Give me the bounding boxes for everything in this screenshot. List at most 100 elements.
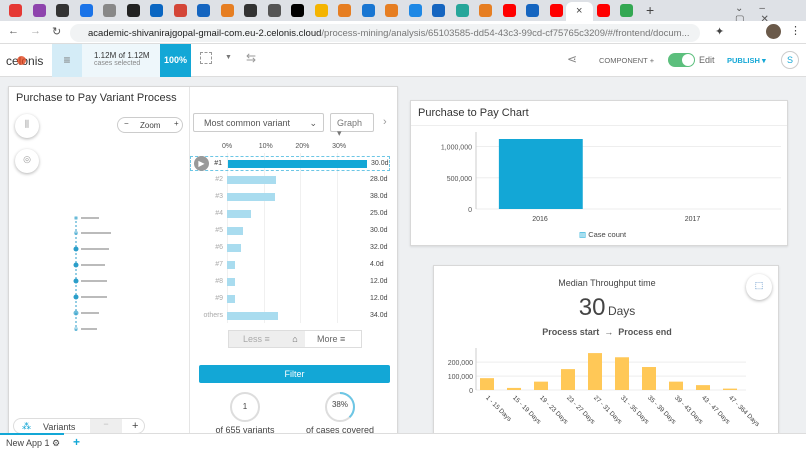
browser-tab-icon[interactable] [173,4,187,17]
histogram-bar[interactable] [669,381,683,390]
browser-tab-icon[interactable] [526,4,539,17]
variant-row[interactable]: #9 12.0d [190,292,390,307]
add-selection-icon[interactable]: ⬚ [746,274,772,300]
user-avatar[interactable]: S [781,51,799,69]
variant-row[interactable]: ▶ #1 30.0d [190,156,390,171]
forward-icon[interactable]: → [30,25,41,37]
menu-icon[interactable]: ⋮ [790,25,801,37]
variant-bar[interactable] [227,261,236,269]
variant-bar[interactable] [227,227,244,235]
new-tab-button[interactable]: + [646,2,655,18]
less-button[interactable]: Less ≡ [229,331,285,347]
browser-tab-icon[interactable] [32,4,46,17]
selection-tool-icon[interactable] [200,52,212,64]
browser-tab-icon[interactable] [291,4,304,17]
more-button[interactable]: More ≡ [317,334,346,344]
browser-tab-icon[interactable] [103,4,116,17]
histogram-bar[interactable] [534,381,548,390]
histogram-bar[interactable] [615,357,629,390]
chevron-down-icon[interactable]: ▼ [225,54,232,61]
close-tab-icon[interactable]: × [576,5,583,17]
home-icon[interactable]: ⌂ [285,331,305,347]
browser-tab-icon[interactable] [126,4,140,17]
variant-bar[interactable] [227,193,275,201]
browser-tab-icon[interactable] [244,4,257,17]
variants-tab[interactable]: Variants [43,422,76,432]
browser-tab-icon[interactable] [479,4,492,17]
publish-button[interactable]: PUBLISH ▾ [727,56,766,65]
variant-bar[interactable] [227,244,242,252]
zoom-out-button[interactable]: − [124,119,129,128]
view-select[interactable]: Graph ▾ [330,113,374,138]
variant-row[interactable]: #7 4.0d [190,258,390,273]
filter-button[interactable]: Filter [199,365,390,383]
share-icon[interactable]: ⋖ [567,52,578,66]
browser-tab-icon[interactable] [620,4,633,17]
url-input[interactable]: academic-shivanirajgopal-gmail-com.eu-2.… [70,24,700,42]
activity-slider-icon[interactable]: ⫼ [15,114,39,138]
variant-row[interactable]: others 34.0d [190,309,390,324]
variant-row[interactable]: #5 30.0d [190,224,390,239]
window-controls[interactable]: ⌄–▢✕ [735,3,785,25]
variant-bar[interactable] [227,278,236,286]
browser-tab-icon[interactable] [361,4,375,17]
browser-tab-icon[interactable] [408,4,422,17]
histogram-bar[interactable] [723,388,737,390]
profile-avatar[interactable] [766,24,781,39]
zoom-in-button[interactable]: + [174,119,179,128]
back-icon[interactable]: ← [8,25,19,37]
component-button[interactable]: COMPONENT + [599,56,655,65]
bar-2016[interactable] [498,139,583,209]
add-app-button[interactable]: + [73,435,81,449]
hamburger-menu-icon[interactable]: ≡ [52,44,82,77]
variant-row[interactable]: #4 25.0d [190,207,390,222]
variant-bar[interactable] [227,210,251,218]
reload-icon[interactable]: ↻ [52,26,62,38]
process-graph[interactable] [69,213,129,339]
browser-tab-icon[interactable] [267,4,281,17]
variant-list: Most common variant ⌄ Graph ▾ › 0% 10% 20% 3… [189,87,398,435]
browser-tab-icon[interactable] [502,4,516,17]
variant-bar[interactable] [227,176,277,184]
histogram-bar[interactable] [507,387,521,390]
browser-tab-icon[interactable] [338,4,351,17]
variant-bar[interactable] [227,295,236,303]
variant-sort-dropdown[interactable]: Most common variant ⌄ [193,113,324,132]
browser-tab-icon[interactable] [314,4,328,17]
browser-tab-icon[interactable] [150,4,163,17]
chart-legend[interactable]: ▥ Case count [579,230,626,239]
histogram-bar[interactable] [561,369,575,390]
browser-tab-icon[interactable] [385,4,398,17]
variant-row[interactable]: #8 12.0d [190,275,390,290]
browser-tab-icon[interactable] [596,4,610,17]
extensions-icon[interactable]: ✦ [715,26,725,38]
variant-row[interactable]: #6 32.0d [190,241,390,256]
expand-button[interactable]: + [132,420,139,432]
variant-row[interactable]: #3 38.0d [190,190,390,205]
hide-icon[interactable]: ◎ [15,149,39,173]
active-tab[interactable]: × [566,2,593,21]
browser-tab-icon[interactable] [9,4,22,17]
histogram-bar[interactable] [642,367,656,390]
browser-tab-icon[interactable] [79,4,93,17]
histogram-bar[interactable] [480,378,494,390]
browser-tab-icon[interactable] [56,4,69,17]
app-tab[interactable]: New App 1 ⚙ [6,438,60,449]
variant-bar[interactable] [228,160,368,168]
variant-row[interactable]: #2 28.0d [190,173,390,188]
histogram-bar[interactable] [696,385,710,390]
variant-bar[interactable] [227,312,279,320]
gear-icon[interactable]: ⚙ [52,438,61,448]
browser-tab-icon[interactable] [432,4,445,17]
browser-tab-icon[interactable] [197,4,210,17]
play-icon[interactable]: ▶ [194,156,209,171]
edit-toggle[interactable] [668,53,695,67]
browser-tab-icon[interactable] [549,4,563,17]
browser-tab-icon[interactable] [455,4,469,17]
case-count-chart: 0 500,000 1,000,000 2016 2017 [441,132,781,223]
browser-tab-icon[interactable] [220,4,234,17]
histogram-bar[interactable] [588,353,602,390]
chevron-right-icon[interactable]: › [383,116,387,128]
swap-icon[interactable]: ⇆ [246,51,257,65]
collapse-button[interactable]: − [90,419,122,433]
